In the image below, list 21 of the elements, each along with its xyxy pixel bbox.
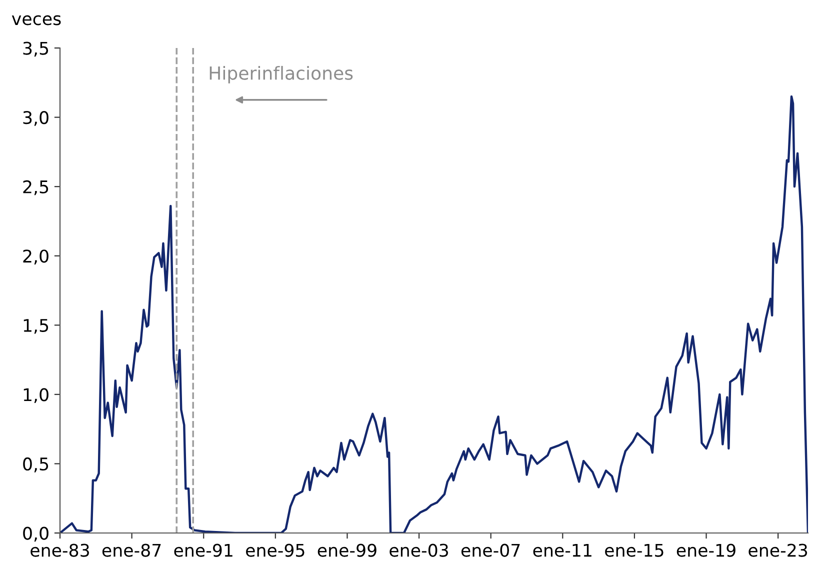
x-tick-label: ene-07 [461, 544, 520, 557]
y-tick-label: 3,0 [23, 110, 48, 126]
y-tick-label: 2,5 [23, 180, 48, 196]
y-axis-title: veces [12, 15, 61, 26]
x-tick-label: ene-95 [246, 544, 304, 557]
y-tick-label: 1,0 [24, 388, 48, 404]
y-tick-label: 0,5 [23, 457, 48, 472]
x-tick-label: ene-87 [102, 544, 161, 557]
x-tick-label: ene-19 [676, 544, 736, 557]
y-tick-label: 0,0 [23, 526, 48, 542]
x-tick-label: ene-91 [174, 544, 232, 557]
x-tick-label: ene-23 [748, 544, 808, 557]
x-tick-label: ene-03 [390, 544, 448, 557]
annotation: Hiperinflaciones [210, 66, 353, 84]
y-tick-label: 3,5 [23, 42, 48, 57]
y-tick-label: 1,5 [24, 319, 48, 334]
x-tick-label: ene-99 [318, 544, 376, 557]
x-tick-label: ene-83 [30, 544, 89, 557]
y-tick-label: 2,0 [23, 250, 48, 264]
x-tick-label: ene-11 [533, 544, 592, 557]
x-tick-label: ene-15 [605, 544, 664, 557]
